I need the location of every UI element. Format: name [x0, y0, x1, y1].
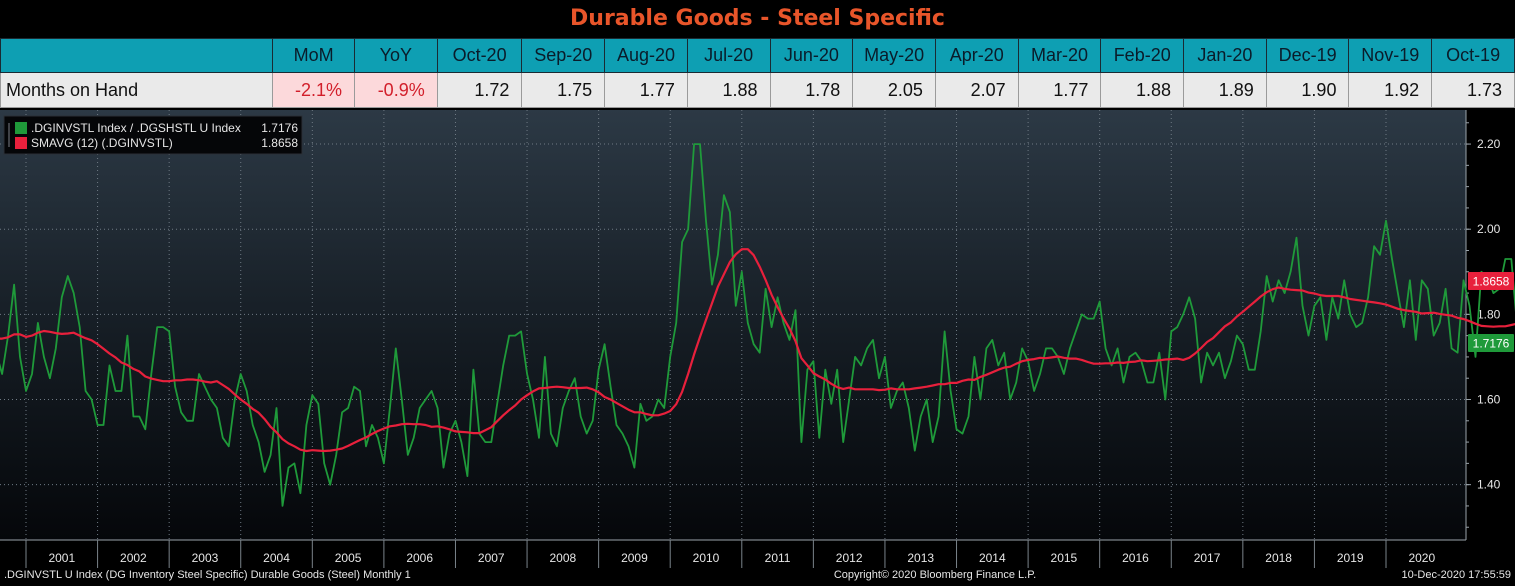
header-cell: Oct-20 [436, 38, 523, 73]
value-cell: 1.72 [436, 72, 523, 108]
x-tick-label: 2016 [1122, 551, 1149, 565]
header-cell: Dec-19 [1265, 38, 1350, 73]
plot-background [0, 110, 1466, 540]
legend-value-sma: 1.8658 [261, 136, 298, 150]
header-cell: Apr-20 [934, 38, 1019, 73]
value-cell: 1.77 [1017, 72, 1102, 108]
chart-area: 1.40 1.60 1.80 2.00 2.20 2001 2002 2003 2004 200… [0, 110, 1515, 581]
value-cell: 1.75 [521, 72, 606, 108]
stats-table: MoM YoY Oct-20 Sep-20 Aug-20 Jul-20 Jun-… [0, 38, 1515, 108]
footer-timestamp: 10-Dec-2020 17:55:59 [1402, 569, 1511, 581]
stats-header-row: MoM YoY Oct-20 Sep-20 Aug-20 Jul-20 Jun-… [0, 38, 1515, 73]
x-tick-label: 2018 [1265, 551, 1292, 565]
x-tick-label: 2003 [192, 551, 219, 565]
y-tick-label: 1.60 [1477, 393, 1501, 407]
x-tick-label: 2004 [263, 551, 290, 565]
y-tick-label: 2.20 [1477, 137, 1501, 151]
x-tick-label: 2014 [979, 551, 1006, 565]
x-tick-label: 2008 [549, 551, 576, 565]
sma-last-value-box [1468, 272, 1514, 290]
value-cell: 1.88 [686, 72, 771, 108]
x-tick-label: 2001 [48, 551, 75, 565]
header-cell: Jul-20 [686, 38, 771, 73]
header-cell: Nov-19 [1348, 38, 1433, 73]
ratio-last-value: 1.7176 [1473, 337, 1510, 351]
value-cell: 1.88 [1100, 72, 1185, 108]
header-cell-yoy: YoY [354, 38, 438, 73]
y-tick-label: 2.00 [1477, 222, 1501, 236]
value-cell: 1.90 [1265, 72, 1350, 108]
x-tick-label: 2013 [907, 551, 934, 565]
x-tick-label: 2020 [1408, 551, 1435, 565]
line-chart: 1.401.601.802.002.20 2001 2002 2003 2004 200… [0, 110, 1515, 581]
legend-swatch-sma [15, 137, 27, 149]
sma-last-value: 1.8658 [1473, 275, 1510, 289]
header-cell: Jan-20 [1183, 38, 1267, 73]
y-tick-label: 1.40 [1477, 478, 1501, 492]
legend-value-ratio: 1.7176 [261, 121, 298, 135]
footer: .DGINVSTL U Index (DG Inventory Steel Sp… [4, 569, 1511, 581]
x-axis: 2001 2002 2003 2004 2005 2006 2007 2008 2009 2010… [0, 539, 1515, 568]
ratio-last-value-box [1468, 334, 1514, 352]
row-label: Months on Hand [0, 72, 274, 108]
value-cell: 1.78 [769, 72, 854, 108]
mom-cell: -2.1% [272, 72, 356, 108]
value-cell: 2.07 [934, 72, 1019, 108]
x-tick-label: 2005 [335, 551, 362, 565]
value-cell: 1.73 [1431, 72, 1515, 108]
header-cell: May-20 [852, 38, 936, 73]
value-cell: 2.05 [852, 72, 936, 108]
x-tick-label: 2019 [1337, 551, 1364, 565]
x-tick-label: 2017 [1194, 551, 1221, 565]
header-cell: Mar-20 [1017, 38, 1102, 73]
x-tick-label: 2007 [478, 551, 505, 565]
x-tick-label: 2010 [693, 551, 720, 565]
x-tick-label: 2012 [836, 551, 863, 565]
x-tick-label: 2002 [120, 551, 147, 565]
series-sma-line [0, 248, 1515, 453]
header-cell: Aug-20 [604, 38, 688, 73]
yoy-cell: -0.9% [354, 72, 438, 108]
chart-title: Durable Goods - Steel Specific [570, 6, 945, 31]
legend-swatch-ratio [15, 122, 27, 134]
last-value-labels: 1.8658 1.7176 [1468, 272, 1514, 352]
x-tick-label: 2011 [765, 551, 791, 565]
series-ratio-line [0, 143, 1515, 507]
header-cell [0, 38, 274, 73]
y-tick-label: 1.80 [1477, 307, 1501, 321]
value-cell: 1.92 [1348, 72, 1433, 108]
header-cell-mom: MoM [272, 38, 356, 73]
header-cell: Jun-20 [769, 38, 854, 73]
footer-left: .DGINVSTL U Index (DG Inventory Steel Sp… [4, 569, 411, 581]
legend-box [3, 115, 303, 155]
value-cell: 1.77 [604, 72, 688, 108]
header-cell: Feb-20 [1100, 38, 1185, 73]
legend-label-ratio: .DGINVSTL Index / .DGSHSTL U Index [31, 121, 241, 135]
legend-label-sma: SMAVG (12) (.DGINVSTL) [31, 136, 173, 150]
y-axis-ticks: 1.40 1.60 1.80 2.00 2.20 [1466, 122, 1501, 528]
header-cell: Sep-20 [521, 38, 606, 73]
footer-copyright: Copyright© 2020 Bloomberg Finance L.P. [834, 569, 1036, 581]
legend: .DGINVSTL Index / .DGSHSTL U Index 1.717… [3, 115, 303, 155]
stats-data-row: Months on Hand -2.1% -0.9% 1.72 1.75 1.7… [0, 72, 1515, 108]
x-tick-label: 2015 [1051, 551, 1078, 565]
header-cell: Oct-19 [1431, 38, 1515, 73]
x-tick-label: 2009 [621, 551, 648, 565]
x-tick-label: 2006 [406, 551, 433, 565]
title-bar: Durable Goods - Steel Specific [0, 0, 1515, 38]
value-cell: 1.89 [1183, 72, 1267, 108]
x-axis-background [0, 540, 1515, 568]
